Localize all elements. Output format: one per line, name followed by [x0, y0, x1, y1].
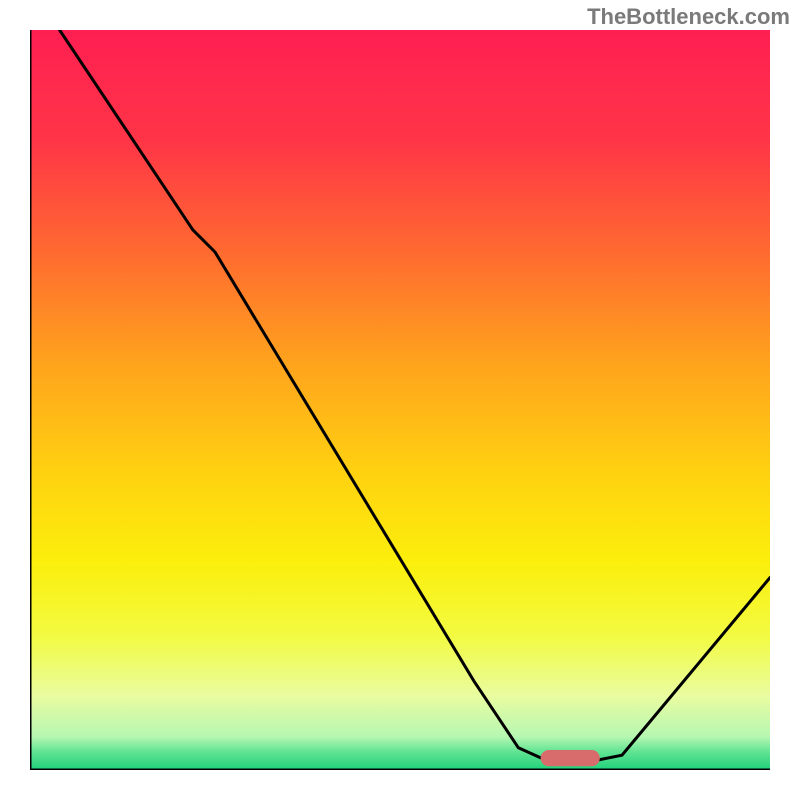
chart-plot-area: [30, 30, 770, 770]
watermark-text: TheBottleneck.com: [587, 4, 790, 30]
optimal-marker: [541, 750, 600, 766]
chart-svg: [30, 30, 770, 770]
gradient-background: [30, 30, 770, 770]
